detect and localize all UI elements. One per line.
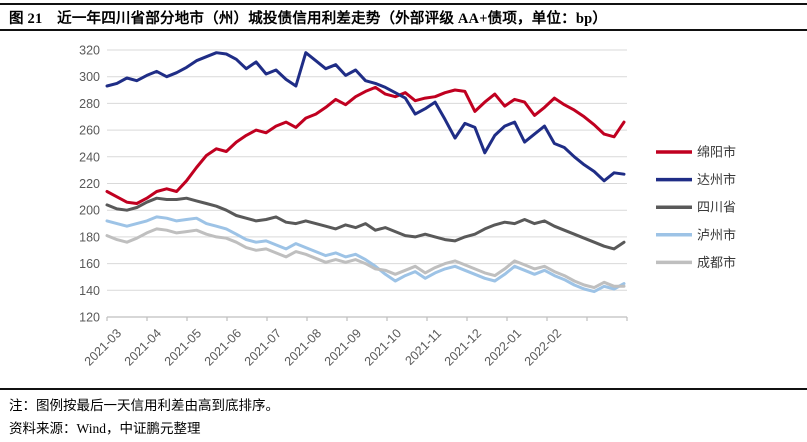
legend-label: 四川省 <box>697 200 736 215</box>
y-tick-label: 140 <box>79 284 100 298</box>
x-tick-label: 2021-12 <box>442 326 484 368</box>
legend-label: 泸州市 <box>697 227 736 242</box>
x-tick-label: 2021-09 <box>322 326 364 368</box>
x-tick-label: 2021-10 <box>362 326 404 368</box>
legend-item-3: 泸州市 <box>656 227 736 242</box>
series-line-4 <box>105 227 626 290</box>
legend-item-4: 成都市 <box>656 255 736 270</box>
y-tick-label: 260 <box>79 124 100 138</box>
y-axis-labels: 320 300 280 260 240 220 200 180 160 140 120 <box>79 44 100 325</box>
x-tick-label: 2021-08 <box>282 326 324 368</box>
y-tick-label: 120 <box>79 311 100 325</box>
y-tick-label: 300 <box>79 70 100 84</box>
y-tick-label: 220 <box>79 177 100 191</box>
data-source-note: 资料来源：Wind，中证鹏元整理 <box>9 421 201 436</box>
y-tick-label: 160 <box>79 257 100 271</box>
series-line-1 <box>105 51 626 183</box>
x-tick-label: 2021-07 <box>242 326 284 368</box>
legend-item-1: 达州市 <box>656 172 736 187</box>
legend-item-0: 绵阳市 <box>656 145 736 160</box>
x-tick-label: 2021-05 <box>162 326 204 368</box>
series-line-2 <box>105 196 626 251</box>
chart-note: 注：图例按最后一天信用利差由高到底排序。 <box>9 398 279 413</box>
y-tick-label: 180 <box>79 230 100 244</box>
title-separator-rule <box>0 29 807 31</box>
legend-item-2: 四川省 <box>656 200 736 215</box>
x-tick-label: 2021-04 <box>122 326 164 368</box>
series-line-0 <box>105 85 626 205</box>
x-tick-label: 2021-06 <box>202 326 244 368</box>
y-tick-label: 320 <box>79 44 100 58</box>
series-line-3 <box>105 215 626 294</box>
x-tick-label: 2021-03 <box>82 326 124 368</box>
y-tick-label: 280 <box>79 97 100 111</box>
legend-label: 绵阳市 <box>697 145 736 160</box>
chart-svg: 320 300 280 260 240 220 200 180 160 140 1202021-03… <box>79 44 736 369</box>
legend-label: 成都市 <box>697 255 736 270</box>
notes-separator-rule <box>0 388 807 390</box>
x-axis: 2021-032021-042021-052021-062021-072021-… <box>82 316 628 369</box>
y-tick-label: 240 <box>79 150 100 164</box>
y-tick-label: 200 <box>79 204 100 218</box>
x-tick-label: 2021-11 <box>402 326 444 368</box>
x-tick-label: 2022-01 <box>482 326 524 368</box>
legend-label: 达州市 <box>697 172 736 187</box>
line-chart: 320 300 280 260 240 220 200 180 160 140 120 2021-03… <box>0 32 807 388</box>
figure-title: 图 21 近一年四川省部分地市（州）城投债信用利差走势（外部评级 AA+债项，单… <box>9 11 608 27</box>
x-tick-label: 2022-02 <box>522 326 564 368</box>
top-rule <box>0 3 807 5</box>
